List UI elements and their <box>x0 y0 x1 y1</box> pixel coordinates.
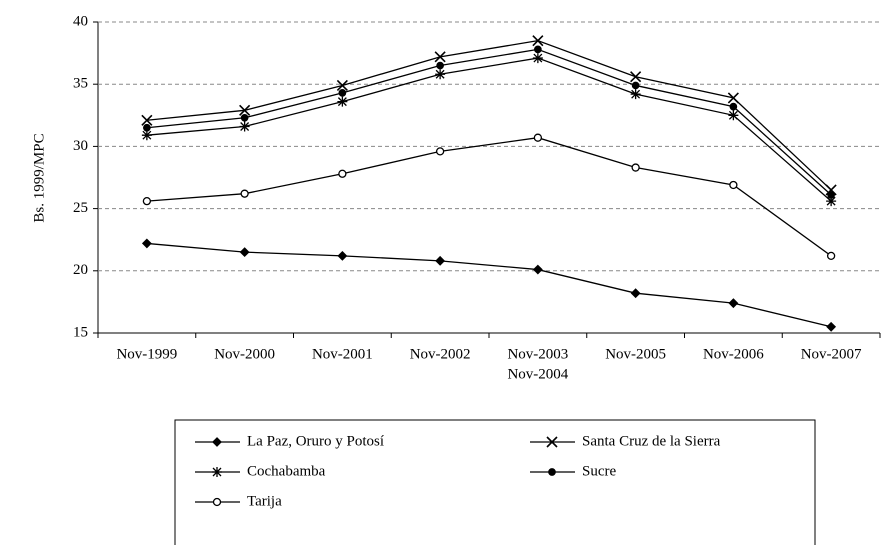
marker <box>533 133 543 142</box>
marker <box>532 35 544 47</box>
marker <box>336 79 348 92</box>
marker <box>141 238 152 249</box>
marker <box>435 147 445 156</box>
x-tick-label: Nov-2007 <box>801 346 862 362</box>
marker <box>212 437 222 447</box>
marker <box>239 247 250 258</box>
marker <box>212 467 222 477</box>
series-line <box>146 39 832 191</box>
marker <box>435 255 446 266</box>
x-tick-label: Nov-1999 <box>116 346 177 362</box>
y-tick-label: 25 <box>73 200 88 216</box>
marker <box>826 321 837 332</box>
marker <box>141 114 153 126</box>
marker <box>434 51 446 63</box>
marker <box>239 104 251 116</box>
marker <box>240 189 249 198</box>
x-tick-label: Nov-2006 <box>703 346 764 362</box>
marker <box>826 251 836 261</box>
y-tick-label: 40 <box>73 13 88 29</box>
legend-label: Sucre <box>582 463 616 479</box>
marker <box>729 180 738 190</box>
x-tick-label: Nov-2001 <box>312 346 373 362</box>
marker <box>631 163 640 172</box>
legend-label: Cochabamba <box>247 463 326 479</box>
marker <box>436 61 444 70</box>
marker <box>630 288 641 299</box>
marker <box>534 45 542 54</box>
marker <box>532 264 543 275</box>
marker <box>631 81 640 90</box>
legend-label: La Paz, Oruro y Potosí <box>247 433 384 449</box>
legend-label: Santa Cruz de la Sierra <box>582 433 721 449</box>
marker <box>630 71 642 83</box>
marker <box>141 130 152 141</box>
series-line <box>146 242 832 328</box>
marker <box>827 191 835 199</box>
x-tick-label: Nov-2000 <box>214 346 275 362</box>
y-tick-label: 30 <box>73 138 88 154</box>
series-line <box>146 57 832 202</box>
y-tick-label: 15 <box>73 324 88 340</box>
marker <box>337 250 348 261</box>
marker <box>630 89 641 100</box>
marker <box>729 102 738 111</box>
series-line <box>146 48 832 196</box>
marker <box>142 196 152 206</box>
marker <box>212 497 222 507</box>
x-tick-label: Nov-2004 <box>507 366 568 382</box>
marker <box>826 196 837 207</box>
marker <box>239 121 250 132</box>
x-tick-label: Nov-2003 <box>507 346 568 362</box>
marker <box>532 53 543 64</box>
legend-label: Tarija <box>247 493 282 509</box>
legend-box <box>174 419 816 545</box>
y-tick-label: 35 <box>73 76 88 92</box>
marker <box>548 468 556 476</box>
marker <box>546 436 558 448</box>
x-tick-label: Nov-2002 <box>410 346 471 362</box>
x-tick-label: Nov-2005 <box>605 346 666 362</box>
y-axis-label: Bs. 1999/MPC <box>31 133 47 222</box>
marker <box>728 298 739 309</box>
marker <box>143 123 151 132</box>
marker <box>727 92 739 104</box>
series-line <box>146 137 832 257</box>
marker <box>338 169 347 178</box>
marker <box>337 96 348 107</box>
marker <box>435 69 446 80</box>
marker <box>240 113 249 122</box>
marker <box>728 110 739 121</box>
marker <box>338 89 347 97</box>
y-tick-label: 20 <box>73 262 88 278</box>
